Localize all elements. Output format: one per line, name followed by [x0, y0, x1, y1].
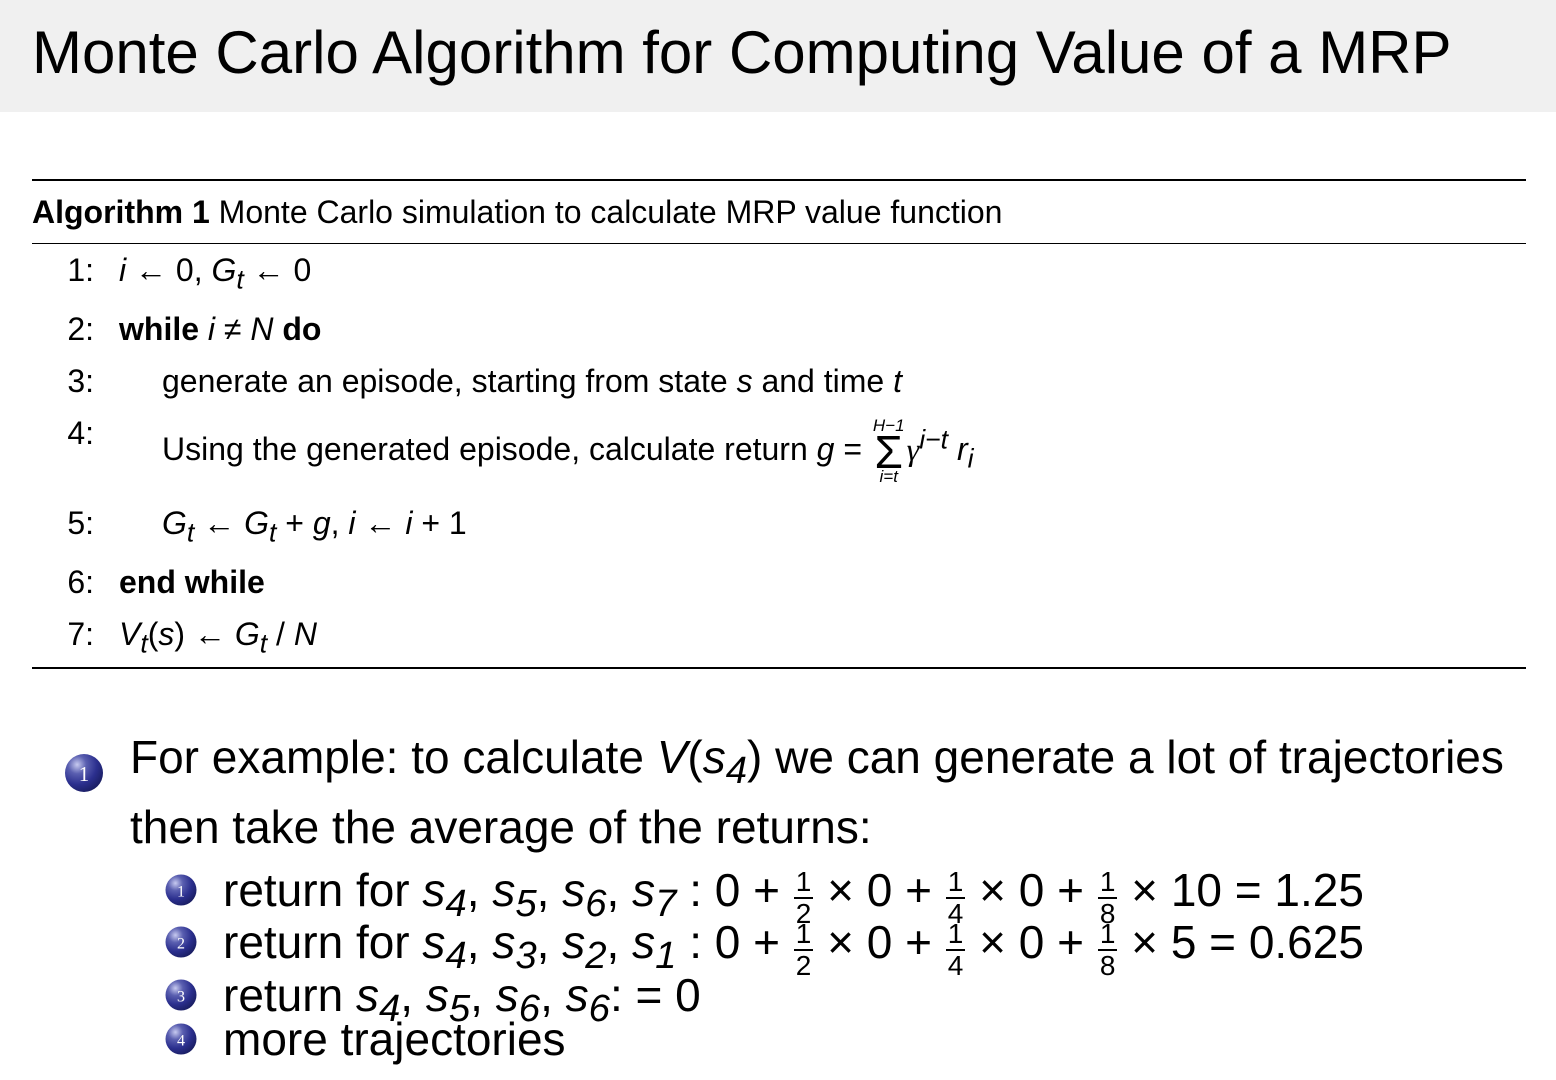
svg-text:2: 2: [177, 936, 185, 953]
svg-text:1: 1: [79, 762, 90, 786]
svg-text:3: 3: [177, 989, 185, 1006]
svg-text:1: 1: [177, 884, 185, 901]
svg-text:4: 4: [177, 1033, 185, 1050]
